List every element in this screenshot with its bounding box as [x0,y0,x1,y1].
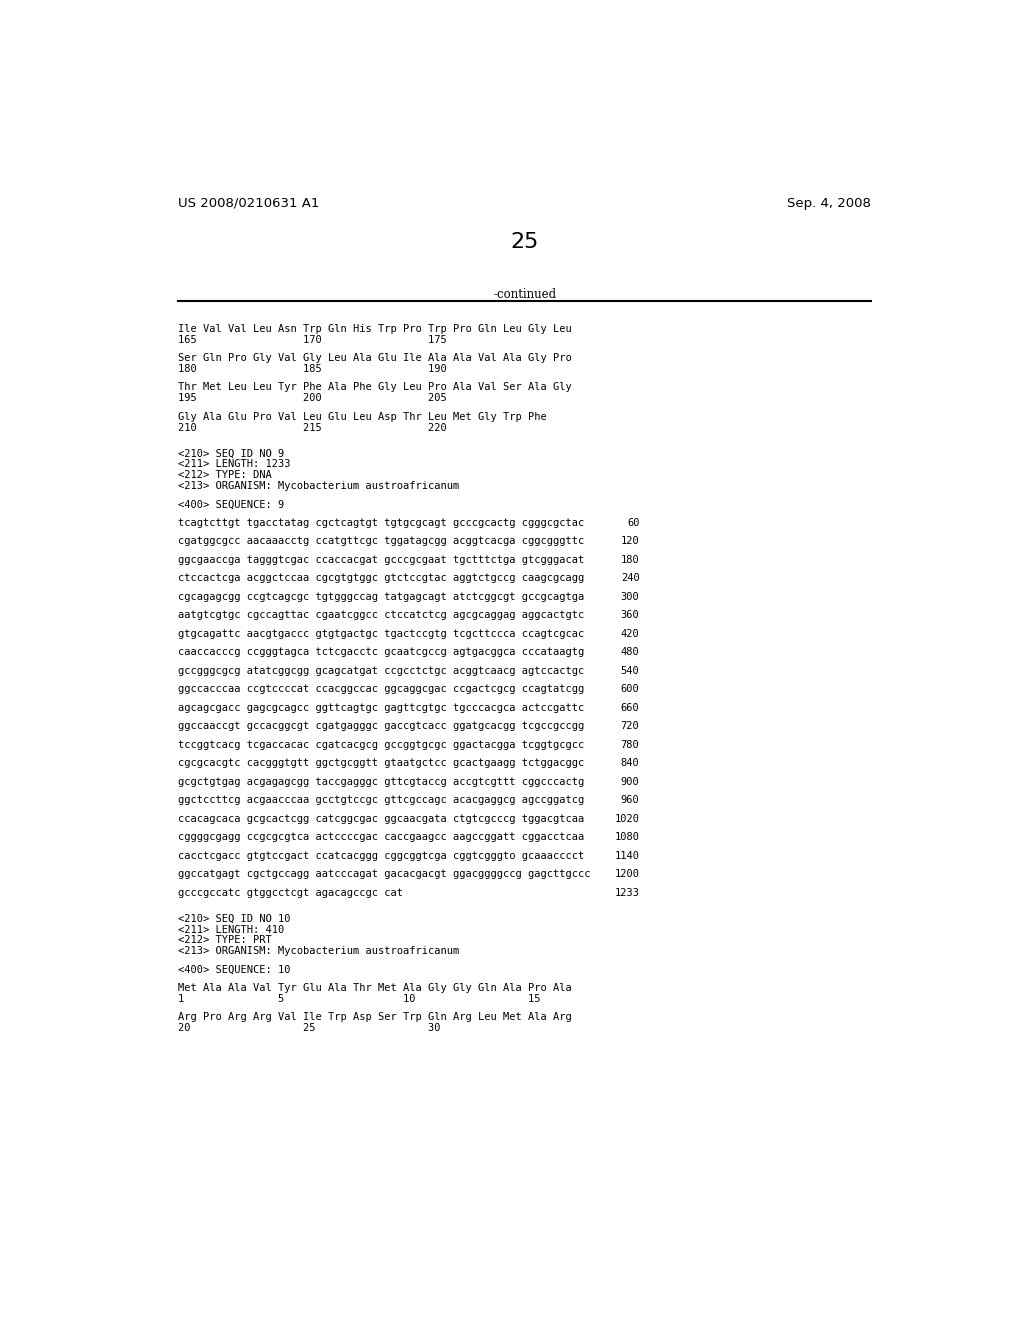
Text: <213> ORGANISM: Mycobacterium austroafricanum: <213> ORGANISM: Mycobacterium austroafri… [178,480,460,491]
Text: 540: 540 [621,665,640,676]
Text: tcagtcttgt tgacctatag cgctcagtgt tgtgcgcagt gcccgcactg cgggcgctac: tcagtcttgt tgacctatag cgctcagtgt tgtgcgc… [178,517,585,528]
Text: 165                 170                 175: 165 170 175 [178,335,447,345]
Text: <210> SEQ ID NO 10: <210> SEQ ID NO 10 [178,913,291,924]
Text: ggccaaccgt gccacggcgt cgatgagggc gaccgtcacc ggatgcacgg tcgccgccgg: ggccaaccgt gccacggcgt cgatgagggc gaccgtc… [178,721,585,731]
Text: 240: 240 [621,573,640,583]
Text: <211> LENGTH: 410: <211> LENGTH: 410 [178,924,285,935]
Text: 780: 780 [621,739,640,750]
Text: ggctccttcg acgaacccaa gcctgtccgc gttcgccagc acacgaggcg agccggatcg: ggctccttcg acgaacccaa gcctgtccgc gttcgcc… [178,795,585,805]
Text: cgcagagcgg ccgtcagcgc tgtgggccag tatgagcagt atctcggcgt gccgcagtga: cgcagagcgg ccgtcagcgc tgtgggccag tatgagc… [178,591,585,602]
Text: Arg Pro Arg Arg Val Ile Trp Asp Ser Trp Gln Arg Leu Met Ala Arg: Arg Pro Arg Arg Val Ile Trp Asp Ser Trp … [178,1012,572,1022]
Text: Met Ala Ala Val Tyr Glu Ala Thr Met Ala Gly Gly Gln Ala Pro Ala: Met Ala Ala Val Tyr Glu Ala Thr Met Ala … [178,983,572,993]
Text: 960: 960 [621,795,640,805]
Text: tccggtcacg tcgaccacac cgatcacgcg gccggtgcgc ggactacgga tcggtgcgcc: tccggtcacg tcgaccacac cgatcacgcg gccggtg… [178,739,585,750]
Text: gccgggcgcg atatcggcgg gcagcatgat ccgcctctgc acggtcaacg agtccactgc: gccgggcgcg atatcggcgg gcagcatgat ccgcctc… [178,665,585,676]
Text: 1233: 1233 [614,887,640,898]
Text: <213> ORGANISM: Mycobacterium austroafricanum: <213> ORGANISM: Mycobacterium austroafri… [178,946,460,956]
Text: ggccacccaa ccgtccccat ccacggccac ggcaggcgac ccgactcgcg ccagtatcgg: ggccacccaa ccgtccccat ccacggccac ggcaggc… [178,684,585,694]
Text: <210> SEQ ID NO 9: <210> SEQ ID NO 9 [178,449,285,458]
Text: gcgctgtgag acgagagcgg taccgagggc gttcgtaccg accgtcgttt cggcccactg: gcgctgtgag acgagagcgg taccgagggc gttcgta… [178,776,585,787]
Text: 180                 185                 190: 180 185 190 [178,364,447,374]
Text: <400> SEQUENCE: 10: <400> SEQUENCE: 10 [178,965,291,974]
Text: 20                  25                  30: 20 25 30 [178,1023,441,1034]
Text: 480: 480 [621,647,640,657]
Text: agcagcgacc gagcgcagcc ggttcagtgc gagttcgtgc tgcccacgca actccgattc: agcagcgacc gagcgcagcc ggttcagtgc gagttcg… [178,702,585,713]
Text: 1080: 1080 [614,832,640,842]
Text: Thr Met Leu Leu Tyr Phe Ala Phe Gly Leu Pro Ala Val Ser Ala Gly: Thr Met Leu Leu Tyr Phe Ala Phe Gly Leu … [178,383,572,392]
Text: 660: 660 [621,702,640,713]
Text: 900: 900 [621,776,640,787]
Text: <211> LENGTH: 1233: <211> LENGTH: 1233 [178,459,291,470]
Text: 720: 720 [621,721,640,731]
Text: 1200: 1200 [614,869,640,879]
Text: 840: 840 [621,758,640,768]
Text: Gly Ala Glu Pro Val Leu Glu Leu Asp Thr Leu Met Gly Trp Phe: Gly Ala Glu Pro Val Leu Glu Leu Asp Thr … [178,412,547,421]
Text: 180: 180 [621,554,640,565]
Text: 60: 60 [627,517,640,528]
Text: cgcgcacgtc cacgggtgtt ggctgcggtt gtaatgctcc gcactgaagg tctggacggc: cgcgcacgtc cacgggtgtt ggctgcggtt gtaatgc… [178,758,585,768]
Text: ggccatgagt cgctgccagg aatcccagat gacacgacgt ggacggggccg gagcttgccc: ggccatgagt cgctgccagg aatcccagat gacacga… [178,869,591,879]
Text: Sep. 4, 2008: Sep. 4, 2008 [787,197,871,210]
Text: 1140: 1140 [614,850,640,861]
Text: Ile Val Val Leu Asn Trp Gln His Trp Pro Trp Pro Gln Leu Gly Leu: Ile Val Val Leu Asn Trp Gln His Trp Pro … [178,323,572,334]
Text: Ser Gln Pro Gly Val Gly Leu Ala Glu Ile Ala Ala Val Ala Gly Pro: Ser Gln Pro Gly Val Gly Leu Ala Glu Ile … [178,354,572,363]
Text: <400> SEQUENCE: 9: <400> SEQUENCE: 9 [178,499,285,510]
Text: <212> TYPE: PRT: <212> TYPE: PRT [178,936,272,945]
Text: 1               5                   10                  15: 1 5 10 15 [178,994,541,1003]
Text: ccacagcaca gcgcactcgg catcggcgac ggcaacgata ctgtcgcccg tggacgtcaa: ccacagcaca gcgcactcgg catcggcgac ggcaacg… [178,813,585,824]
Text: ctccactcga acggctccaa cgcgtgtggc gtctccgtac aggtctgccg caagcgcagg: ctccactcga acggctccaa cgcgtgtggc gtctccg… [178,573,585,583]
Text: aatgtcgtgc cgccagttac cgaatcggcc ctccatctcg agcgcaggag aggcactgtc: aatgtcgtgc cgccagttac cgaatcggcc ctccatc… [178,610,585,620]
Text: 600: 600 [621,684,640,694]
Text: cgatggcgcc aacaaacctg ccatgttcgc tggatagcgg acggtcacga cggcgggttc: cgatggcgcc aacaaacctg ccatgttcgc tggatag… [178,536,585,546]
Text: 360: 360 [621,610,640,620]
Text: cacctcgacc gtgtccgact ccatcacggg cggcggtcga cggtcgggto gcaaacccct: cacctcgacc gtgtccgact ccatcacggg cggcggt… [178,850,585,861]
Text: gcccgccatc gtggcctcgt agacagccgc cat: gcccgccatc gtggcctcgt agacagccgc cat [178,887,403,898]
Text: 210                 215                 220: 210 215 220 [178,422,447,433]
Text: 300: 300 [621,591,640,602]
Text: cggggcgagg ccgcgcgtca actccccgac caccgaagcc aagccggatt cggacctcaa: cggggcgagg ccgcgcgtca actccccgac caccgaa… [178,832,585,842]
Text: US 2008/0210631 A1: US 2008/0210631 A1 [178,197,319,210]
Text: 1020: 1020 [614,813,640,824]
Text: 120: 120 [621,536,640,546]
Text: -continued: -continued [494,288,556,301]
Text: 25: 25 [511,231,539,252]
Text: gtgcagattc aacgtgaccc gtgtgactgc tgactccgtg tcgcttccca ccagtcgcac: gtgcagattc aacgtgaccc gtgtgactgc tgactcc… [178,628,585,639]
Text: <212> TYPE: DNA: <212> TYPE: DNA [178,470,272,480]
Text: ggcgaaccga tagggtcgac ccaccacgat gcccgcgaat tgctttctga gtcgggacat: ggcgaaccga tagggtcgac ccaccacgat gcccgcg… [178,554,585,565]
Text: caaccacccg ccgggtagca tctcgacctc gcaatcgccg agtgacggca cccataagtg: caaccacccg ccgggtagca tctcgacctc gcaatcg… [178,647,585,657]
Text: 195                 200                 205: 195 200 205 [178,393,447,403]
Text: 420: 420 [621,628,640,639]
